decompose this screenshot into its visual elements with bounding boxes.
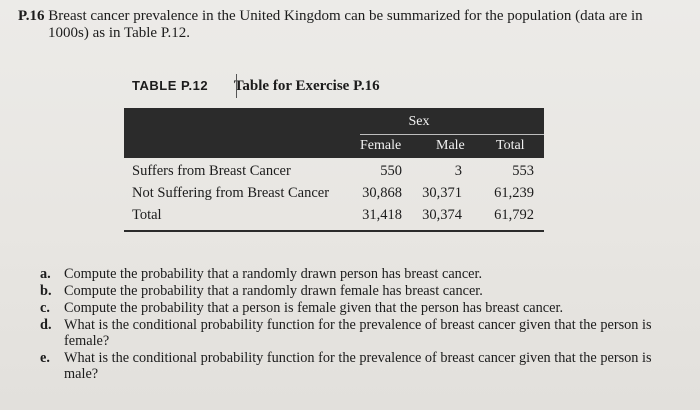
- question-list: a. Compute the probability that a random…: [40, 266, 670, 383]
- table-row: Suffers from Breast Cancer 550 3 553: [124, 163, 544, 185]
- cell-female: 31,418: [362, 207, 402, 223]
- row-label: Not Suffering from Breast Cancer: [132, 185, 330, 201]
- question-text: Compute the probability that a person is…: [64, 300, 564, 316]
- question-letter: a.: [40, 266, 51, 282]
- problem-text-line2: 1000s) as in Table P.12.: [48, 25, 191, 41]
- group-header-rule: [360, 134, 544, 135]
- question-text: What is the conditional probability func…: [64, 317, 652, 349]
- table-label: TABLE P.12: [132, 78, 209, 93]
- group-header-sex: Sex: [408, 114, 430, 129]
- cell-male: 3: [454, 163, 462, 179]
- table-title: Table for Exercise P.16: [233, 78, 380, 94]
- cell-total: 61,792: [494, 207, 534, 223]
- problem-statement: P.16 Breast cancer prevalence in the Uni…: [18, 8, 678, 42]
- question-d: d. What is the conditional probability f…: [40, 317, 670, 349]
- question-letter: b.: [40, 283, 52, 299]
- column-header-female: Female: [360, 138, 402, 153]
- table-row: Total 31,418 30,374 61,792: [124, 207, 544, 229]
- question-text: Compute the probability that a randomly …: [64, 266, 483, 282]
- question-letter: c.: [40, 300, 50, 316]
- question-b: b. Compute the probability that a random…: [40, 283, 670, 299]
- question-e: e. What is the conditional probability f…: [40, 350, 670, 382]
- caption-divider: [236, 74, 237, 98]
- row-label: Total: [132, 207, 162, 223]
- question-letter: d.: [40, 317, 52, 333]
- problem-number: P.16: [18, 8, 45, 24]
- row-label: Suffers from Breast Cancer: [132, 163, 291, 179]
- table-caption: TABLE P.12 Table for Exercise P.16: [132, 78, 552, 95]
- table-row: Not Suffering from Breast Cancer 30,868 …: [124, 185, 544, 207]
- question-text: Compute the probability that a randomly …: [64, 283, 483, 299]
- problem-text-line1: Breast cancer prevalence in the United K…: [48, 8, 643, 24]
- question-text: What is the conditional probability func…: [64, 350, 652, 382]
- cell-male: 30,374: [422, 207, 462, 223]
- cell-total: 553: [512, 163, 534, 179]
- cell-female: 30,868: [362, 185, 402, 201]
- cell-male: 30,371: [422, 185, 462, 201]
- table-bottom-rule: [124, 230, 544, 232]
- table-header: Sex Female Male Total: [124, 108, 544, 158]
- column-header-total: Total: [496, 138, 525, 153]
- column-header-male: Male: [436, 138, 465, 153]
- question-c: c. Compute the probability that a person…: [40, 300, 670, 316]
- cell-female: 550: [380, 163, 402, 179]
- cell-total: 61,239: [494, 185, 534, 201]
- question-a: a. Compute the probability that a random…: [40, 266, 670, 282]
- question-letter: e.: [40, 350, 50, 366]
